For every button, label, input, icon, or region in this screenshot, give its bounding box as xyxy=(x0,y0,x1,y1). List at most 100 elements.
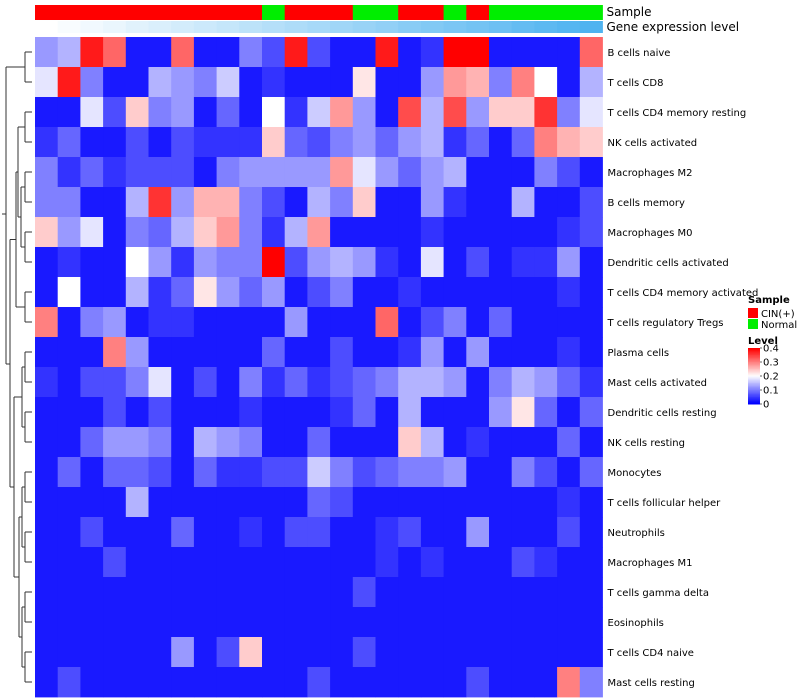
heatmap-cell xyxy=(216,427,240,458)
heatmap-cell xyxy=(103,367,127,398)
heatmap-cell xyxy=(398,127,422,158)
heatmap-cell xyxy=(284,667,308,698)
heatmap-cell xyxy=(489,187,513,218)
heatmap-cell xyxy=(330,97,354,128)
heatmap-cell xyxy=(375,367,399,398)
heatmap-cell xyxy=(193,277,217,308)
heatmap-cell xyxy=(125,157,149,188)
heatmap-cell xyxy=(262,427,286,458)
heatmap-cell xyxy=(398,67,422,98)
heatmap-cell xyxy=(443,487,467,518)
heatmap-cell xyxy=(443,397,467,428)
heatmap-cell xyxy=(466,637,490,668)
heatmap-cell xyxy=(352,307,376,338)
heatmap-cell xyxy=(57,187,81,218)
heatmap-cell xyxy=(579,547,603,578)
heatmap-cell xyxy=(171,97,195,128)
heatmap-cell xyxy=(375,577,399,608)
legend-level-gradient-step xyxy=(748,360,760,363)
sample-annotation-cell xyxy=(239,5,263,20)
heatmap-cell xyxy=(193,367,217,398)
heatmap-cell xyxy=(103,247,127,278)
heatmap-cell xyxy=(307,427,331,458)
heatmap-cell xyxy=(57,547,81,578)
heatmap-cell xyxy=(284,337,308,368)
heatmap-cell xyxy=(511,97,535,128)
heatmap-cell xyxy=(307,517,331,548)
heatmap-cell xyxy=(103,277,127,308)
heatmap-cell xyxy=(420,457,444,488)
heatmap-cell xyxy=(375,67,399,98)
heatmap-cell xyxy=(557,127,581,158)
heatmap-cell xyxy=(125,607,149,638)
heatmap-cell xyxy=(171,607,195,638)
heatmap-cell xyxy=(420,97,444,128)
heatmap-cell xyxy=(57,397,81,428)
heatmap-cell xyxy=(148,337,172,368)
heatmap-cell xyxy=(284,577,308,608)
heatmap-cell xyxy=(284,277,308,308)
expression-annotation-cell xyxy=(443,21,467,33)
heatmap-cell xyxy=(80,457,104,488)
sample-annotation-cell xyxy=(103,5,127,20)
legend-level-gradient-step xyxy=(748,356,760,359)
heatmap-cell xyxy=(534,337,558,368)
heatmap-cell xyxy=(466,127,490,158)
legend-level-gradient-step xyxy=(748,394,760,397)
heatmap-cell xyxy=(489,337,513,368)
expression-annotation-cell xyxy=(148,21,172,33)
heatmap-cell xyxy=(466,547,490,578)
heatmap-cell xyxy=(239,67,263,98)
heatmap-cell xyxy=(262,337,286,368)
expression-annotation-cell xyxy=(103,21,127,33)
row-label: Macrophages M2 xyxy=(608,168,693,179)
heatmap-cell xyxy=(398,517,422,548)
heatmap-cell xyxy=(375,427,399,458)
heatmap-cell xyxy=(307,607,331,638)
heatmap-cell xyxy=(443,577,467,608)
heatmap-cell xyxy=(239,487,263,518)
heatmap-cell xyxy=(103,547,127,578)
heatmap-cell xyxy=(193,217,217,248)
legend-level-gradient-step xyxy=(748,378,760,381)
heatmap-cell xyxy=(534,427,558,458)
expression-annotation-cell xyxy=(398,21,422,33)
legend-level-gradient-step xyxy=(748,353,760,356)
heatmap-cell xyxy=(148,607,172,638)
heatmap-cell xyxy=(171,157,195,188)
heatmap-cell xyxy=(103,217,127,248)
heatmap-cell xyxy=(80,577,104,608)
heatmap-cell xyxy=(352,97,376,128)
heatmap-cell xyxy=(216,487,240,518)
heatmap-cell xyxy=(216,517,240,548)
legend-level-gradient-step xyxy=(748,392,760,395)
heatmap-cell xyxy=(148,367,172,398)
heatmap-cell xyxy=(103,577,127,608)
row-label: T cells CD4 memory activated xyxy=(607,288,759,299)
heatmap-cell xyxy=(262,37,286,68)
heatmap-cell xyxy=(307,37,331,68)
heatmap-cell xyxy=(534,577,558,608)
heatmap-cell xyxy=(511,487,535,518)
heatmap-cell xyxy=(534,37,558,68)
heatmap-cell xyxy=(375,247,399,278)
heatmap-cell xyxy=(103,187,127,218)
heatmap-cell xyxy=(352,667,376,698)
heatmap-cell xyxy=(443,457,467,488)
heatmap-cell xyxy=(171,217,195,248)
heatmap-cell xyxy=(216,157,240,188)
heatmap-cell xyxy=(193,67,217,98)
heatmap-cell xyxy=(375,547,399,578)
heatmap-cell xyxy=(239,637,263,668)
heatmap-cell xyxy=(307,337,331,368)
heatmap-cell xyxy=(35,547,59,578)
legend-level-gradient-step xyxy=(748,366,760,369)
heatmap-cell xyxy=(420,367,444,398)
heatmap-cell xyxy=(216,457,240,488)
heatmap-cell xyxy=(239,427,263,458)
legend-level-gradient-step xyxy=(748,352,760,355)
heatmap-cell xyxy=(171,397,195,428)
heatmap-cell xyxy=(579,367,603,398)
heatmap-cell xyxy=(466,217,490,248)
row-label: Dendritic cells activated xyxy=(608,258,729,269)
